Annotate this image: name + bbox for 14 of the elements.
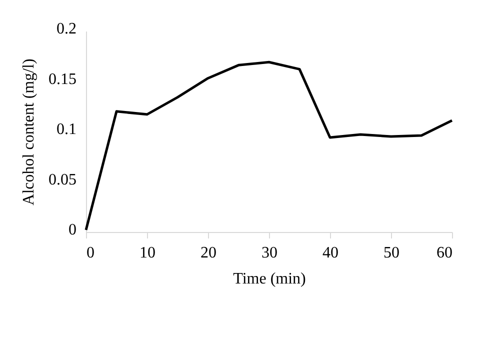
x-tick-label: 40 <box>322 244 338 262</box>
x-axis-title: Time (min) <box>233 270 306 288</box>
x-tick-label: 10 <box>140 244 156 262</box>
y-tick-label: 0.05 <box>48 171 76 188</box>
x-tick-label: 0 <box>86 244 94 262</box>
y-tick-label: 0.1 <box>56 121 76 138</box>
y-tick-label: 0.2 <box>56 20 76 38</box>
x-tick-label: 30 <box>262 244 278 262</box>
y-tick-label: 0 <box>68 222 76 238</box>
y-axis-title: Alcohol content (mg/l) <box>20 58 38 206</box>
x-tick-label: 50 <box>384 244 400 262</box>
x-tick-label: 20 <box>200 244 216 262</box>
x-tick-label: 60 <box>436 244 452 262</box>
y-tick-label: 0.15 <box>48 70 76 88</box>
